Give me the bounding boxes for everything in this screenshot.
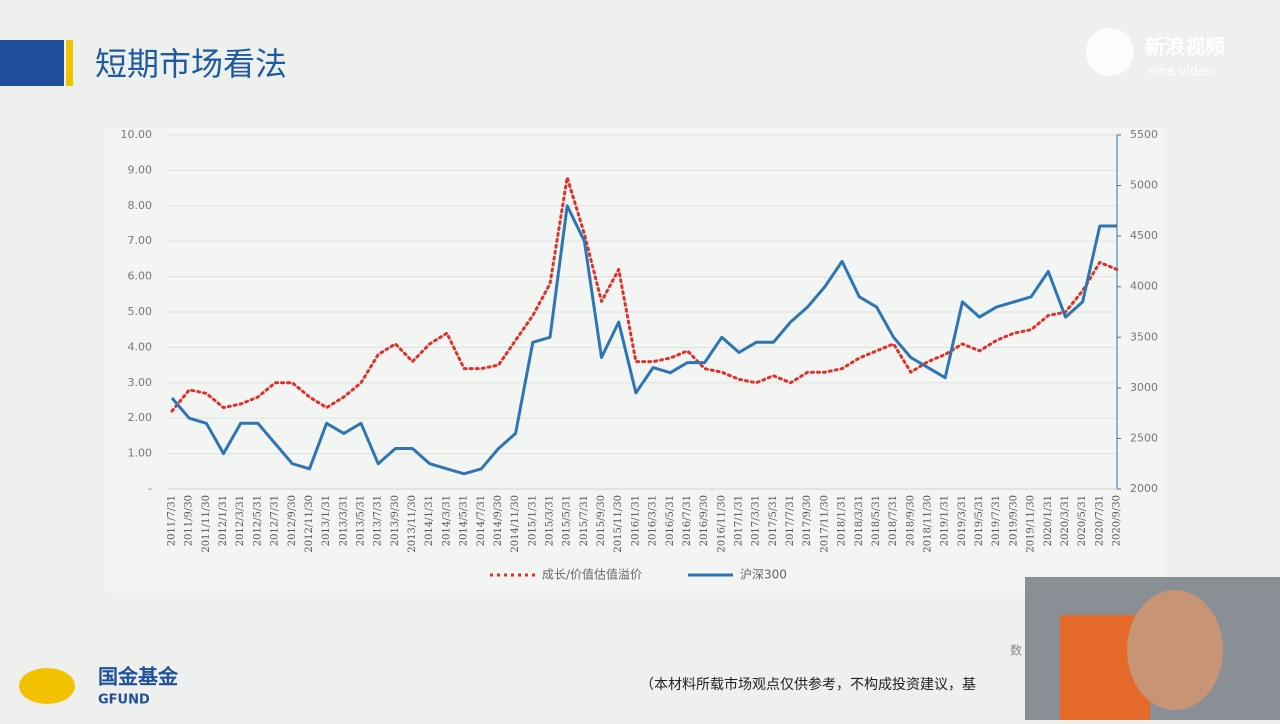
source-note: 数 (1010, 643, 1022, 658)
x-tick-label: 2020/1/31 (1043, 495, 1054, 546)
x-tick-label: 2011/9/30 (184, 495, 195, 546)
logo-en: GFUND (98, 693, 150, 708)
x-tick-label: 2011/7/31 (167, 495, 178, 546)
x-tick-label: 2012/5/31 (252, 495, 263, 546)
x-tick-label: 2015/9/30 (596, 495, 607, 546)
x-tick-label: 2018/9/30 (905, 495, 916, 546)
y-tick-label: 9.00 (128, 163, 153, 176)
chart-title: 短期市场看法 (95, 45, 287, 83)
legend: 成长/价值估值溢价 沪深300 (490, 567, 787, 582)
series-line (170, 204, 1117, 476)
x-tick-label: 2013/1/31 (321, 495, 332, 546)
x-tick-label: 2011/11/30 (201, 495, 212, 553)
x-tick-label: 2019/3/31 (957, 495, 968, 546)
y-tick-label: 3.00 (128, 376, 153, 389)
y-tick-label: 5.00 (128, 305, 153, 318)
x-tick-label: 2012/11/30 (304, 495, 315, 553)
y-tick-label: 7.00 (128, 234, 153, 247)
x-tick-label: 2012/9/30 (287, 495, 298, 546)
y-tick-label: 1.00 (128, 447, 153, 460)
logo-name: 国金基金 (98, 665, 179, 689)
y2-tick-label: 5000 (1130, 179, 1158, 192)
x-tick-label: 2020/5/31 (1077, 495, 1088, 546)
x-tick-label: 2015/11/30 (613, 495, 624, 553)
legend-label: 沪深300 (740, 568, 787, 582)
watermark-sub: sina video (1148, 65, 1214, 80)
x-tick-label: 2016/11/30 (716, 495, 727, 553)
y2-tick-label: 2000 (1130, 482, 1158, 495)
x-tick-label: 2014/9/30 (493, 495, 504, 546)
y2-tick-label: 4000 (1130, 280, 1158, 293)
x-tick-label: 2017/3/31 (751, 495, 762, 546)
x-tick-label: 2013/11/30 (407, 495, 418, 553)
x-tick-label: 2017/7/31 (785, 495, 796, 546)
x-tick-label: 2018/7/31 (888, 495, 899, 546)
y2-tick-label: 2500 (1130, 431, 1158, 444)
x-tick-label: 2012/3/31 (235, 495, 246, 546)
logo-icon (19, 668, 75, 704)
x-tick-label: 2015/1/31 (527, 495, 538, 546)
x-tick-label: 2018/11/30 (923, 495, 934, 553)
x-tick-label: 2014/7/31 (476, 495, 487, 546)
y-tick-label: 4.00 (128, 340, 153, 353)
x-tick-label: 2012/1/31 (218, 495, 229, 546)
y-tick-label: 6.00 (128, 270, 153, 283)
watermark-text: 新浪视频 (1145, 35, 1225, 59)
y2-tick-label: 4500 (1130, 229, 1158, 242)
y2-tick-label: 5500 (1130, 128, 1158, 141)
y-tick-label: - (148, 482, 152, 495)
x-tick-label: 2016/7/31 (682, 495, 693, 546)
y-tick-label: 2.00 (128, 411, 153, 424)
x-tick-label: 2019/11/30 (1026, 495, 1037, 553)
x-tick-label: 2016/3/31 (648, 495, 659, 546)
x-tick-label: 2015/5/31 (562, 495, 573, 546)
x-tick-label: 2020/7/31 (1094, 495, 1105, 546)
y2-tick-label: 3000 (1130, 381, 1158, 394)
x-tick-label: 2015/7/31 (579, 495, 590, 546)
x-tick-label: 2014/1/31 (424, 495, 435, 546)
x-tick-label: 2016/9/30 (699, 495, 710, 546)
x-tick-label: 2020/3/31 (1060, 495, 1071, 546)
x-tick-label: 2020/9/30 (1112, 495, 1123, 546)
footer-note: （本材料所载市场观点仅供参考，不构成投资建议，基 (640, 676, 976, 693)
x-tick-label: 2016/5/31 (665, 495, 676, 546)
x-tick-label: 2019/5/31 (974, 495, 985, 546)
series-line (170, 176, 1119, 413)
x-tick-label: 2014/5/31 (459, 495, 470, 546)
x-tick-label: 2019/9/30 (1008, 495, 1019, 546)
watermark-icon (1086, 28, 1134, 76)
x-tick-label: 2019/7/31 (991, 495, 1002, 546)
x-tick-label: 2019/1/31 (940, 495, 951, 546)
x-tick-label: 2013/7/31 (373, 495, 384, 546)
x-tick-label: 2016/1/31 (630, 495, 641, 546)
x-tick-label: 2015/3/31 (545, 495, 556, 546)
x-tick-label: 2012/7/31 (270, 495, 281, 546)
y-tick-label: 8.00 (128, 199, 153, 212)
x-tick-label: 2017/9/30 (802, 495, 813, 546)
title-bar (0, 40, 64, 86)
x-tick-label: 2014/3/31 (441, 495, 452, 546)
x-tick-label: 2013/3/31 (338, 495, 349, 546)
x-tick-label: 2017/11/30 (819, 495, 830, 553)
title-accent (66, 40, 73, 86)
y2-tick-label: 3500 (1130, 330, 1158, 343)
y-tick-label: 10.00 (121, 128, 153, 141)
x-tick-label: 2018/5/31 (871, 495, 882, 546)
x-tick-label: 2018/3/31 (854, 495, 865, 546)
x-tick-label: 2018/1/31 (837, 495, 848, 546)
x-tick-label: 2013/5/31 (356, 495, 367, 546)
legend-label: 成长/价值估值溢价 (542, 567, 642, 582)
x-tick-label: 2013/9/30 (390, 495, 401, 546)
x-tick-label: 2017/5/31 (768, 495, 779, 546)
x-tick-label: 2017/1/31 (734, 495, 745, 546)
webcam-person (1127, 590, 1223, 710)
x-tick-label: 2014/11/30 (510, 495, 521, 553)
